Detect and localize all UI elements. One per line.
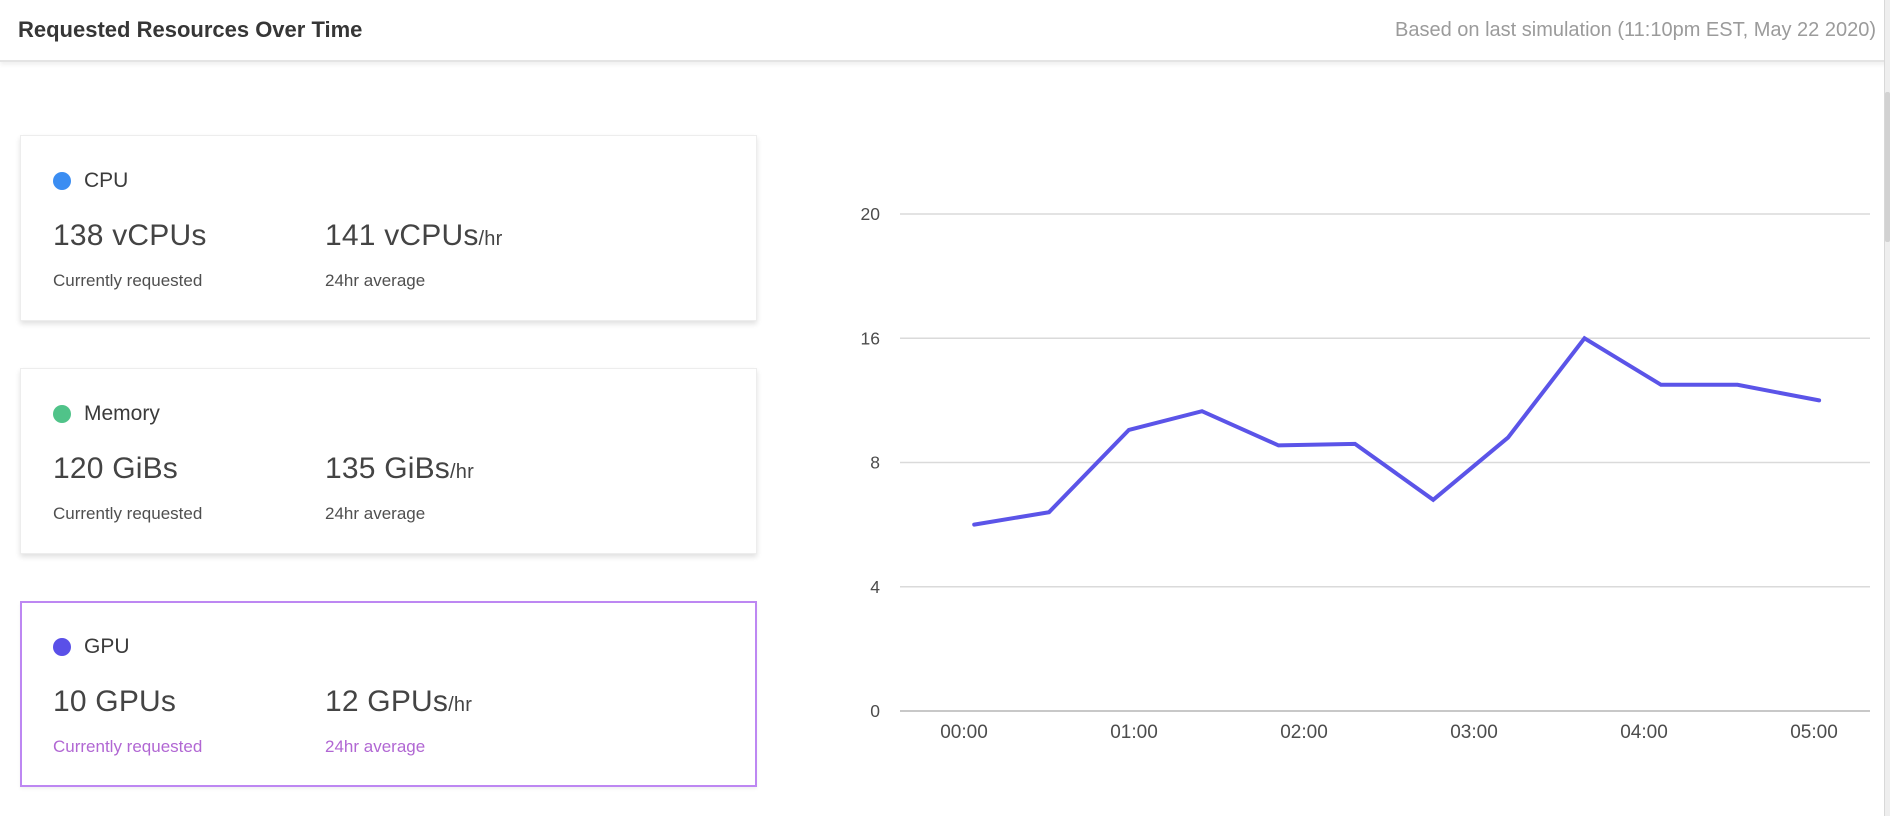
resource-card-list: CPU 138 vCPUs Currently requested 141 vC… [20, 135, 757, 834]
panel-header: Requested Resources Over Time Based on l… [0, 0, 1890, 62]
current-value: 138 vCPUs [53, 219, 207, 252]
current-caption: Currently requested [53, 504, 203, 523]
average-unit: /hr [478, 228, 503, 250]
current-column: 120 GiBs Currently requested [53, 452, 325, 524]
resource-card-cpu[interactable]: CPU 138 vCPUs Currently requested 141 vC… [20, 135, 757, 321]
card-label: Memory [84, 402, 160, 425]
card-header: GPU [53, 635, 755, 659]
current-caption: Currently requested [53, 271, 203, 290]
card-values: 138 vCPUs Currently requested 141 vCPUs/… [53, 219, 756, 291]
card-label: GPU [84, 635, 130, 658]
page-title: Requested Resources Over Time [18, 17, 363, 42]
card-header: CPU [53, 169, 756, 193]
current-value: 10 GPUs [53, 685, 177, 718]
svg-text:02:00: 02:00 [1280, 722, 1328, 743]
svg-text:05:00: 05:00 [1790, 722, 1838, 743]
average-column: 12 GPUs/hr 24hr average [325, 685, 472, 757]
requested-resources-chart: 20 16 8 4 0 00:00 01:00 02:00 03:00 04:00 05:00 [850, 150, 1880, 775]
line-chart: 20 16 8 4 0 00:00 01:00 02:00 03:00 04:00 05:00 [861, 204, 1870, 743]
average-unit: /hr [450, 461, 474, 483]
current-column: 138 vCPUs Currently requested [53, 219, 325, 291]
gpu-legend-dot-icon [53, 638, 71, 656]
average-value: 135 GiBs/hr [325, 452, 474, 486]
cpu-legend-dot-icon [53, 172, 71, 190]
current-value: 120 GiBs [53, 452, 178, 485]
svg-text:04:00: 04:00 [1620, 722, 1668, 743]
average-caption: 24hr average [325, 737, 426, 756]
average-number: 135 GiBs [325, 452, 450, 485]
card-label: CPU [84, 169, 129, 192]
svg-text:0: 0 [870, 701, 880, 721]
current-column: 10 GPUs Currently requested [53, 685, 325, 757]
card-values: 120 GiBs Currently requested 135 GiBs/hr… [53, 452, 756, 524]
average-value: 141 vCPUs/hr [325, 219, 502, 253]
average-caption: 24hr average [325, 271, 426, 290]
scrollbar-track [1884, 0, 1890, 816]
svg-text:20: 20 [861, 204, 881, 224]
scrollbar-thumb[interactable] [1885, 92, 1890, 242]
average-number: 141 vCPUs [325, 219, 479, 252]
svg-text:16: 16 [861, 328, 880, 348]
last-simulation-note: Based on last simulation (11:10pm EST, M… [1395, 19, 1876, 41]
resource-card-gpu[interactable]: GPU 10 GPUs Currently requested 12 GPUs/… [20, 601, 757, 787]
current-caption: Currently requested [53, 737, 203, 756]
card-values: 10 GPUs Currently requested 12 GPUs/hr 2… [53, 685, 755, 757]
svg-text:01:00: 01:00 [1110, 722, 1158, 743]
average-caption: 24hr average [325, 504, 426, 523]
memory-legend-dot-icon [53, 405, 71, 423]
average-value: 12 GPUs/hr [325, 685, 472, 719]
average-number: 12 GPUs [325, 685, 449, 718]
average-column: 141 vCPUs/hr 24hr average [325, 219, 502, 291]
svg-text:4: 4 [870, 577, 880, 597]
svg-text:03:00: 03:00 [1450, 722, 1498, 743]
svg-text:00:00: 00:00 [940, 722, 988, 743]
card-header: Memory [53, 402, 756, 426]
svg-text:8: 8 [870, 453, 880, 473]
average-column: 135 GiBs/hr 24hr average [325, 452, 474, 524]
average-unit: /hr [448, 694, 473, 716]
resource-card-memory[interactable]: Memory 120 GiBs Currently requested 135 … [20, 368, 757, 554]
